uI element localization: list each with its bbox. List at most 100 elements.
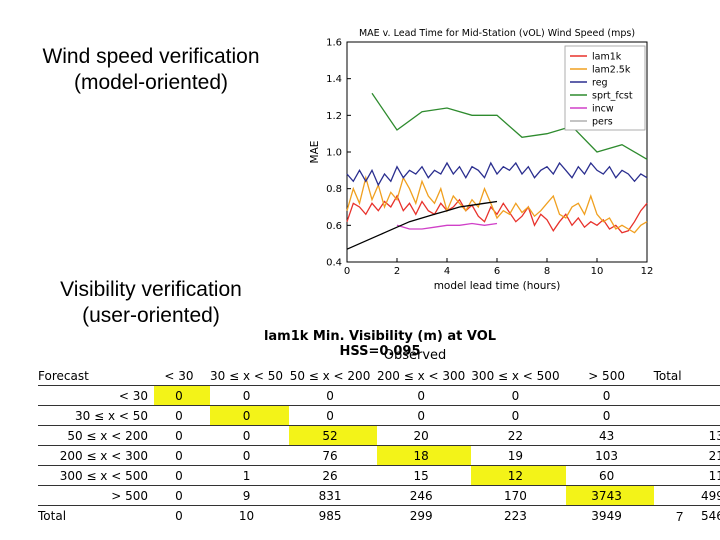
table-cell: 52 (289, 425, 378, 446)
grand-total: 5466 (701, 508, 720, 523)
table-cell: 170 (471, 485, 566, 506)
y-tick-label: 1.4 (326, 74, 342, 85)
row-total: 4999 (653, 485, 720, 506)
chart-title: MAE v. Lead Time for Mid-Station (vOL) W… (359, 28, 635, 39)
table-row: < 300000000 (38, 385, 720, 406)
table-cell: 0 (154, 425, 210, 446)
table-cell: 60 (565, 465, 654, 486)
legend-entry: sprt_fcst (592, 91, 633, 102)
x-tick-label: 4 (444, 266, 450, 277)
table-cell: 0 (154, 405, 210, 426)
model-oriented-heading: Wind speed verification (model-oriented) (20, 44, 282, 96)
x-tick-label: 12 (641, 266, 654, 277)
table-cell: 22 (471, 425, 566, 446)
row-total: 114 (653, 465, 720, 486)
table-cell: 0 (377, 405, 472, 426)
heading-line: Visibility verification (60, 278, 242, 301)
table-cell: 9 (210, 485, 290, 506)
table-row: > 5000983124617037434999 (38, 485, 720, 506)
y-tick-label: 1.2 (326, 111, 342, 122)
table-cell: 0 (289, 405, 378, 426)
x-tick-label: 8 (544, 266, 550, 277)
table-cell: 0 (210, 425, 290, 446)
column-header: > 500 (565, 366, 654, 386)
table-row: 50 ≤ x < 2000052202243137 (38, 425, 720, 446)
heading-line: Wind speed verification (42, 45, 260, 68)
column-header: 50 ≤ x < 200 (289, 366, 378, 386)
table-cell: 246 (377, 485, 472, 506)
table-cell: 103 (565, 445, 654, 466)
table-row: 200 ≤ x < 30000761819103216 (38, 445, 720, 466)
table-cell: 0 (377, 385, 472, 406)
x-tick-label: 0 (344, 266, 350, 277)
x-tick-label: 10 (591, 266, 604, 277)
row-label: 200 ≤ x < 300 (38, 445, 154, 466)
column-total: 10 (238, 508, 255, 523)
column-header: 30 ≤ x < 50 (210, 366, 290, 386)
table-cell: 0 (471, 405, 566, 426)
y-tick-label: 0.8 (326, 184, 342, 195)
observed-label: Observed (383, 348, 447, 363)
table-cell: 20 (377, 425, 472, 446)
row-total: 137 (653, 425, 720, 446)
legend-entry: lam2.5k (592, 65, 631, 76)
table-cell: 0 (471, 385, 566, 406)
series-line (346, 161, 648, 187)
x-tick-label: 6 (494, 266, 500, 277)
column-total: 3949 (591, 508, 622, 523)
table-header-row: Forecast < 30 30 ≤ x < 50 50 ≤ x < 200 200 ≤… (38, 366, 720, 386)
table-cell: 0 (154, 445, 210, 466)
column-header: < 30 (154, 366, 210, 386)
table-cell: 0 (210, 405, 290, 426)
column-total: 985 (318, 508, 342, 523)
row-label: 30 ≤ x < 50 (38, 405, 154, 426)
series-line (346, 194, 648, 234)
series-line (346, 200, 498, 250)
table-cell: 0 (154, 485, 210, 506)
table-cell: 19 (471, 445, 566, 466)
x-tick-label: 2 (394, 266, 400, 277)
column-total: 0 (175, 508, 183, 523)
series-line (371, 92, 648, 160)
legend-entry: reg (592, 78, 608, 89)
row-total: 216 (653, 445, 720, 466)
table-cell: 0 (210, 385, 290, 406)
wind-speed-mae-chart: MAE v. Lead Time for Mid-Station (vOL) W… (309, 28, 654, 292)
heading-line: (model-oriented) (73, 71, 229, 94)
table-row: 300 ≤ x < 5000126151260114 (38, 465, 720, 486)
table-cell: 0 (289, 385, 378, 406)
table-cell: 3743 (565, 485, 654, 506)
series-line (346, 175, 648, 234)
column-total: 299 (409, 508, 433, 523)
row-label: 50 ≤ x < 200 (38, 425, 154, 446)
y-tick-label: 1.0 (326, 148, 342, 159)
heading-line: (user-oriented) (82, 304, 220, 327)
totals-label: Total (38, 508, 67, 523)
row-label: > 500 (38, 485, 154, 506)
total-header: Total (653, 366, 720, 386)
column-header: 200 ≤ x < 300 (377, 366, 472, 386)
user-oriented-heading: Visibility verification (user-oriented) (20, 277, 282, 329)
table-cell: 1 (210, 465, 290, 486)
table-cell: 0 (154, 465, 210, 486)
page-number: 7 (676, 509, 684, 524)
table-cell: 15 (377, 465, 472, 486)
row-label: < 30 (38, 385, 154, 406)
legend-box (564, 45, 646, 131)
y-tick-label: 0.6 (326, 221, 342, 232)
y-tick-label: 1.6 (326, 38, 342, 49)
table-cell: 0 (565, 405, 654, 426)
table-cell: 76 (289, 445, 378, 466)
row-total: 0 (653, 405, 720, 426)
table-cell: 26 (289, 465, 378, 486)
column-total: 223 (503, 508, 527, 523)
table-cell: 831 (289, 485, 378, 506)
legend-entry: incw (592, 104, 614, 115)
row-label: 300 ≤ x < 500 (38, 465, 154, 486)
forecast-label: Forecast (38, 366, 154, 386)
legend-entry: lam1k (592, 52, 622, 63)
y-axis-label: MAE (309, 141, 321, 164)
table-cell: 43 (565, 425, 654, 446)
series-line (396, 222, 498, 230)
table-cell: 0 (210, 445, 290, 466)
